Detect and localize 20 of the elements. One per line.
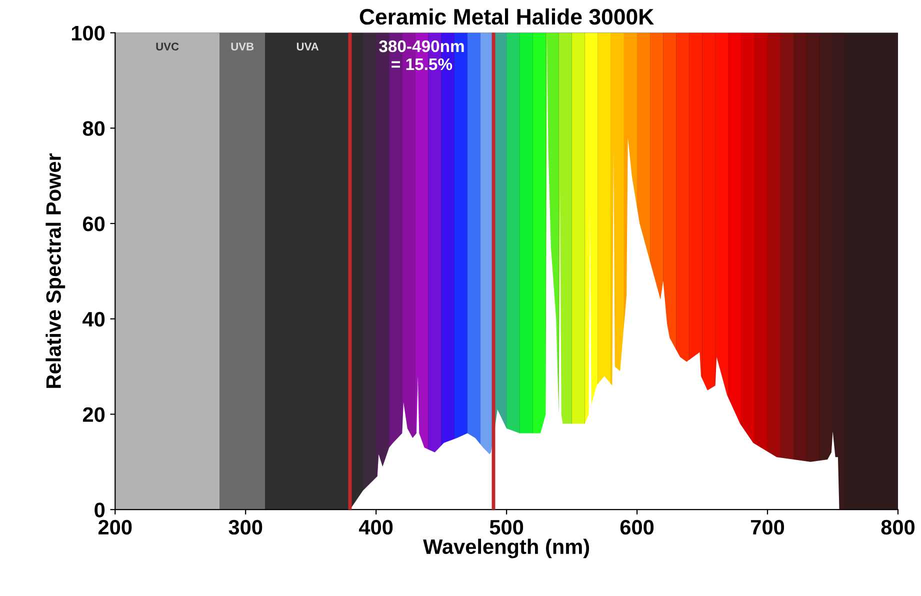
y-tick-label: 0	[94, 502, 105, 518]
chart-title: Ceramic Metal Halide 3000K	[360, 8, 654, 25]
band-label: UVA	[296, 42, 319, 50]
y-tick-label: 80	[82, 121, 105, 136]
x-tick-label: 400	[359, 520, 393, 535]
annotation: 380-490nm = 15.5%	[379, 40, 464, 70]
x-tick-label: 700	[751, 520, 784, 535]
y-tick-label: 20	[82, 407, 105, 422]
band-label: UVB	[231, 42, 254, 50]
x-tick-label: 300	[228, 520, 262, 535]
x-tick-label: 800	[881, 520, 915, 535]
x-tick-label: 500	[490, 520, 524, 535]
y-axis-title: Relative Spectral Power	[46, 153, 66, 388]
y-tick-label: 40	[82, 312, 105, 327]
y-tick-label: 100	[72, 26, 105, 41]
x-tick-label: 600	[620, 520, 654, 535]
x-tick-label: 200	[98, 520, 132, 535]
y-tick-label: 60	[82, 216, 105, 232]
band-label: UVC	[156, 42, 179, 50]
x-axis-title: Wavelength (nm)	[423, 538, 590, 558]
